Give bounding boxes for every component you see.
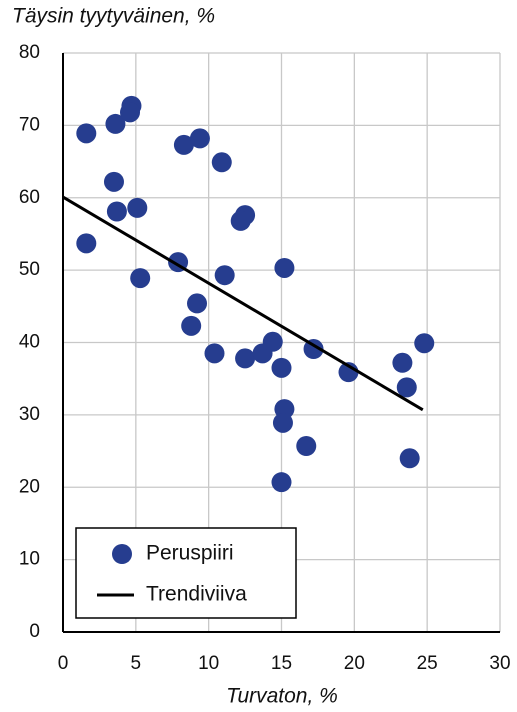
point [130, 268, 151, 289]
point [127, 197, 148, 218]
legend-box [75, 527, 297, 619]
point [214, 265, 235, 286]
x-tick-label: 30 [489, 653, 510, 674]
y-tick-label: 70 [19, 114, 40, 135]
x-tick-label: 10 [198, 653, 219, 674]
y-tick-label: 80 [19, 42, 40, 63]
x-tick-label: 15 [271, 653, 292, 674]
point [399, 448, 420, 469]
legend-marker [112, 544, 132, 564]
x-tick-label: 25 [417, 653, 438, 674]
point [211, 152, 232, 173]
point [181, 315, 202, 336]
point [230, 210, 251, 231]
point [274, 257, 295, 278]
y-axis-title: Täysin tyytyväinen, % [12, 5, 215, 28]
point [189, 128, 210, 149]
y-tick-label: 50 [19, 259, 40, 280]
point [204, 343, 225, 364]
point [76, 233, 97, 254]
y-tick-label: 20 [19, 476, 40, 497]
point [235, 348, 256, 369]
point [303, 339, 324, 360]
x-tick-label: 5 [131, 653, 142, 674]
trendline [62, 195, 424, 412]
y-tick-label: 60 [19, 187, 40, 208]
point [105, 113, 126, 134]
y-tick-label: 30 [19, 404, 40, 425]
legend-label: Trendiviiva [146, 583, 247, 606]
point [396, 377, 417, 398]
point [262, 331, 283, 352]
point [103, 171, 124, 192]
y-tick-label: 40 [19, 332, 40, 353]
point [271, 357, 292, 378]
point [120, 102, 141, 123]
x-axis-title: Turvaton, % [226, 685, 338, 708]
point [271, 472, 292, 493]
point [272, 412, 293, 433]
point [106, 201, 127, 222]
point [187, 293, 208, 314]
point [173, 134, 194, 155]
x-tick-label: 20 [344, 653, 365, 674]
point [76, 123, 97, 144]
y-tick-label: 10 [19, 549, 40, 570]
y-tick-label: 0 [29, 621, 40, 642]
x-tick-label: 0 [58, 653, 69, 674]
legend-label: Peruspiiri [146, 542, 234, 565]
point [296, 435, 317, 456]
point [414, 333, 435, 354]
point [392, 352, 413, 373]
